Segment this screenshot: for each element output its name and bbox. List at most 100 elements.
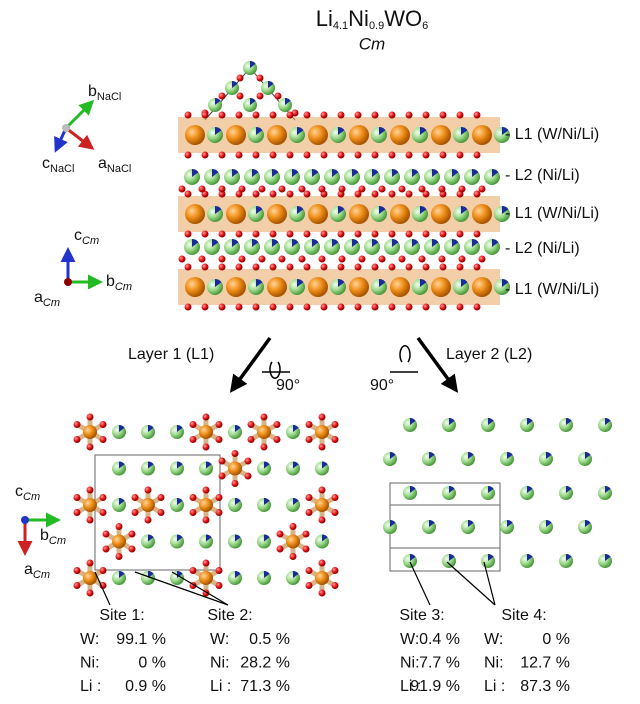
atom: [303, 230, 311, 238]
atom: [473, 263, 481, 271]
atom: [247, 436, 255, 443]
atom-ni-share: [256, 206, 263, 214]
atom-ni-share: [215, 98, 221, 105]
atom: [184, 303, 192, 311]
atom-ni-share: [264, 461, 270, 469]
atom: [318, 413, 326, 421]
atom: [318, 589, 326, 597]
atom: [422, 230, 430, 238]
atom-ni-share: [502, 279, 509, 287]
atom: [405, 303, 413, 311]
atom: [318, 516, 326, 524]
atom-ni-share: [420, 279, 427, 287]
atom: [215, 567, 223, 574]
atom: [337, 303, 345, 311]
atom: [257, 425, 271, 439]
atom: [303, 263, 311, 271]
atom: [422, 190, 430, 198]
atom: [73, 436, 81, 443]
atom: [308, 204, 328, 224]
atom: [247, 421, 255, 428]
atom: [260, 413, 268, 421]
atom: [178, 185, 186, 193]
atom: [218, 303, 226, 311]
atom: [289, 553, 297, 560]
atom-ni-share: [449, 554, 455, 561]
rotation: 90°: [370, 377, 394, 394]
atom: [349, 204, 369, 224]
atom: [267, 277, 287, 297]
atom: [226, 125, 246, 145]
atom: [86, 486, 94, 494]
atom-ni-share: [235, 425, 241, 432]
atom-ni-share: [527, 554, 533, 561]
atom: [318, 559, 326, 567]
atom: [269, 151, 277, 159]
atom-ni-share: [452, 169, 459, 177]
atom-ni-share: [566, 554, 572, 561]
atom: [318, 443, 326, 451]
atom: [73, 567, 81, 574]
atom: [252, 303, 260, 311]
atom-ni-share: [206, 534, 212, 542]
atom-ni-share: [527, 418, 533, 425]
atom: [473, 151, 481, 159]
axes-nacl: [54, 99, 95, 153]
atom: [388, 151, 396, 159]
atom-ni-share: [272, 239, 279, 247]
atom: [422, 151, 430, 159]
atom-ni-share: [472, 169, 479, 177]
atom: [184, 230, 192, 238]
atom-ni-share: [429, 520, 435, 527]
atom: [252, 151, 260, 159]
atom: [215, 494, 223, 501]
atom-ni-share: [452, 239, 459, 247]
atom: [202, 413, 210, 421]
atom: [102, 545, 110, 553]
atom: [472, 125, 492, 145]
atom: [184, 190, 192, 198]
atom: [238, 255, 246, 263]
atom: [431, 125, 451, 145]
atom-ni-share: [507, 452, 513, 459]
atom-ni-share: [352, 239, 359, 247]
atom: [201, 263, 209, 271]
site-value: 0 %: [542, 631, 570, 648]
atom: [128, 530, 136, 538]
atom-ni-share: [472, 239, 479, 247]
atom: [371, 151, 379, 159]
atom: [439, 151, 447, 159]
atom-ni-share: [206, 461, 212, 469]
atom-ni-share: [332, 239, 339, 247]
atom: [286, 190, 294, 198]
atom-ni-share: [212, 239, 219, 247]
atom: [478, 255, 486, 263]
atom: [184, 263, 192, 271]
atom: [215, 582, 223, 589]
site-title: Site 4:: [501, 607, 546, 624]
atom-ni-share: [527, 486, 533, 493]
site-element: Ni:: [210, 655, 230, 672]
layer-views: [73, 413, 612, 597]
atom: [473, 190, 481, 198]
atom: [315, 571, 329, 585]
atom: [189, 421, 197, 428]
atom-ni-share: [390, 452, 396, 459]
atom-ni-share: [352, 169, 359, 177]
atom: [252, 230, 260, 238]
atom: [320, 111, 328, 119]
atom: [405, 263, 413, 271]
atom: [371, 190, 379, 198]
atom: [73, 494, 81, 501]
atom: [235, 303, 243, 311]
atom: [236, 92, 244, 100]
atom: [258, 185, 266, 193]
atom: [371, 111, 379, 119]
atom: [276, 530, 284, 538]
atom: [318, 486, 326, 494]
atom: [86, 516, 94, 524]
site-title: Site 1:: [99, 607, 144, 624]
site-occupancies: Site 1:W: 99.1 %Ni: 0 %Li :0.9 %Site 2:W: 0…: [80, 607, 570, 695]
atom: [337, 111, 345, 119]
atom: [422, 303, 430, 311]
